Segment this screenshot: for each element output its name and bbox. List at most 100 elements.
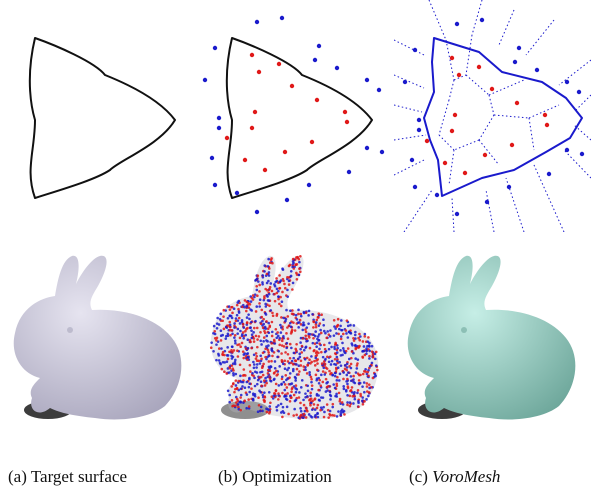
- inner-point: [297, 312, 300, 316]
- outer-point: [267, 271, 271, 274]
- outer-point: [250, 333, 254, 336]
- voromesh-bunny-body: [407, 255, 576, 420]
- inner-point: [261, 351, 265, 355]
- inner-point: [309, 391, 312, 395]
- outer-point: [302, 398, 305, 402]
- inner-point: [258, 283, 261, 287]
- outer-point: [269, 309, 273, 312]
- inner-point: [361, 355, 364, 359]
- outer-point: [318, 347, 321, 351]
- outer-point: [287, 279, 291, 283]
- outer-point: [354, 357, 357, 360]
- inner-point: [306, 363, 309, 367]
- inner-point: [275, 291, 279, 295]
- inner-point: [233, 404, 237, 408]
- outer-point: [261, 274, 265, 277]
- outer-point: [240, 380, 243, 384]
- inner-point: [344, 119, 350, 125]
- outer-point: [261, 281, 264, 284]
- outer-point: [368, 364, 372, 368]
- outer-point: [368, 349, 371, 353]
- outer-point: [234, 317, 238, 320]
- outer-point: [267, 331, 271, 335]
- inner-point: [282, 279, 285, 283]
- inner-point: [215, 336, 219, 340]
- outer-point: [323, 350, 327, 354]
- inner-point: [291, 309, 294, 312]
- outer-point: [267, 292, 271, 296]
- outer-point: [269, 365, 273, 369]
- inner-point: [315, 406, 319, 410]
- inner-point: [367, 336, 370, 339]
- voronoi-edge: [394, 74, 425, 89]
- inner-point: [287, 324, 291, 328]
- outer-point: [289, 270, 293, 273]
- inner-point: [278, 287, 281, 290]
- outer-point: [331, 405, 335, 409]
- outer-point: [353, 397, 357, 401]
- outer-point: [336, 366, 340, 369]
- outer-point: [248, 377, 251, 381]
- inner-point: [256, 345, 259, 349]
- outer-point: [454, 211, 460, 217]
- inner-point: [274, 382, 278, 386]
- inner-point: [256, 294, 259, 298]
- outer-point: [230, 357, 234, 360]
- inner-point: [274, 389, 278, 393]
- outer-point: [255, 366, 258, 369]
- outer-point: [314, 413, 317, 417]
- outer-point: [328, 390, 332, 394]
- inner-point: [273, 292, 276, 296]
- inner-point: [356, 362, 359, 365]
- voromesh-polygon-outline: [423, 37, 583, 197]
- inner-point: [283, 282, 286, 286]
- voromesh-bunny-render: [407, 255, 576, 420]
- inner-point: [252, 337, 256, 340]
- outer-point: [341, 353, 344, 357]
- outer-point: [506, 184, 512, 190]
- outer-point: [216, 316, 219, 320]
- inner-point: [335, 382, 338, 386]
- outer-point: [316, 411, 319, 415]
- outer-point: [283, 388, 287, 392]
- inner-point: [302, 365, 306, 368]
- inner-point: [353, 394, 356, 398]
- outer-point: [302, 321, 305, 324]
- voromesh-bunny-eye: [461, 327, 467, 333]
- inner-point: [342, 377, 345, 381]
- outer-point: [267, 274, 271, 277]
- inner-point: [266, 289, 269, 292]
- inner-point: [222, 308, 226, 312]
- inner-point: [209, 346, 213, 350]
- inner-point: [322, 343, 326, 347]
- outer-point: [236, 301, 240, 304]
- outer-point: [329, 363, 333, 366]
- outer-point: [352, 378, 355, 381]
- outer-point: [314, 356, 318, 360]
- outer-point: [412, 184, 418, 190]
- outer-point: [349, 375, 353, 378]
- inner-point: [223, 353, 226, 357]
- outer-point: [307, 413, 311, 416]
- outer-point: [349, 323, 352, 327]
- outer-point: [297, 357, 300, 361]
- outer-point: [364, 77, 370, 83]
- outer-point: [302, 416, 305, 420]
- inner-point: [249, 125, 255, 131]
- inner-point: [242, 157, 248, 163]
- inner-point: [338, 399, 342, 403]
- inner-point: [300, 344, 304, 348]
- outer-point: [263, 270, 266, 273]
- inner-point: [258, 302, 261, 305]
- outer-point: [228, 323, 232, 327]
- inner-point: [305, 372, 309, 375]
- inner-point: [280, 344, 284, 347]
- outer-point: [243, 386, 247, 389]
- inner-point: [286, 352, 290, 356]
- outer-point: [374, 364, 378, 367]
- outer-point: [330, 359, 334, 363]
- inner-point: [266, 372, 270, 375]
- inner-point: [332, 319, 336, 322]
- outer-point: [564, 79, 570, 85]
- outer-point: [239, 393, 243, 397]
